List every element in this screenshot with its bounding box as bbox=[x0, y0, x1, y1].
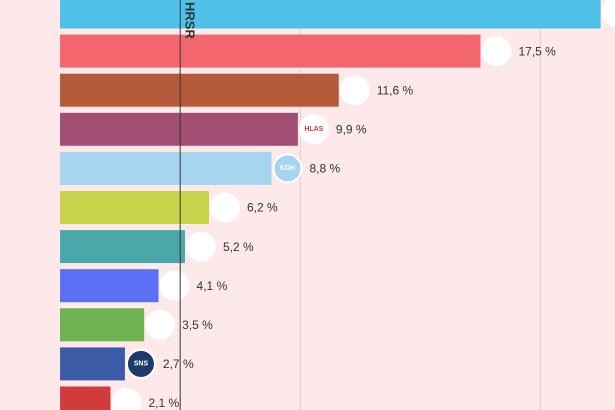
party-logo bbox=[159, 270, 190, 301]
party-logo bbox=[210, 192, 241, 223]
bar bbox=[60, 269, 159, 303]
bar bbox=[60, 34, 481, 68]
party-logo bbox=[145, 309, 176, 340]
value-label: 4,1 % bbox=[197, 279, 228, 293]
bar bbox=[60, 308, 145, 342]
value-label: 9,9 % bbox=[336, 122, 367, 136]
value-label: 2,7 % bbox=[163, 357, 194, 371]
value-label: 2,1 % bbox=[149, 396, 180, 410]
party-logo bbox=[125, 348, 156, 379]
bar bbox=[60, 386, 111, 410]
threshold-label: HRSR bbox=[183, 2, 198, 39]
party-logo bbox=[601, 0, 615, 27]
value-label: 8,8 % bbox=[309, 162, 340, 176]
party-logo bbox=[272, 153, 303, 184]
party-logo bbox=[339, 75, 370, 106]
bar bbox=[60, 0, 601, 29]
logo-text: SaS bbox=[218, 204, 232, 211]
party-logo bbox=[298, 114, 329, 145]
value-label: 17,5 % bbox=[518, 44, 556, 58]
bar bbox=[60, 191, 210, 224]
logo-text: HLAS bbox=[304, 126, 323, 133]
bar bbox=[60, 151, 272, 185]
party-logo bbox=[481, 36, 512, 67]
value-label: 6,2 % bbox=[247, 201, 278, 215]
bar bbox=[60, 230, 185, 264]
value-label: 11,6 % bbox=[377, 83, 414, 97]
bar bbox=[60, 112, 298, 146]
party-logo bbox=[185, 231, 216, 262]
value-label: 3,5 % bbox=[182, 318, 213, 332]
logo-text: KDH bbox=[280, 165, 295, 172]
logo-text: SNS bbox=[134, 361, 149, 368]
value-label: 5,2 % bbox=[223, 240, 254, 254]
bar bbox=[60, 347, 125, 381]
party-logo bbox=[111, 388, 142, 410]
bar bbox=[60, 73, 339, 107]
